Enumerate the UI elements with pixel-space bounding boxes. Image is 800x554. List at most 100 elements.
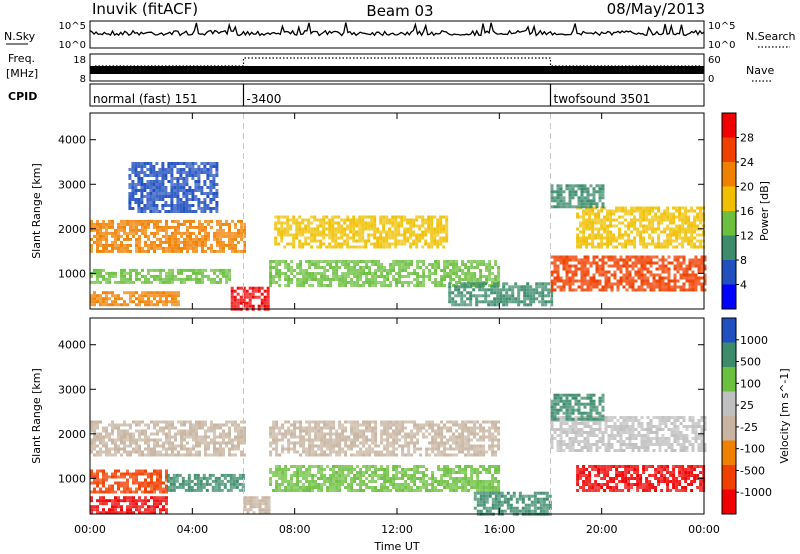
data-cell: [663, 215, 667, 219]
data-cell: [374, 263, 378, 266]
data-cell: [201, 228, 204, 232]
data-cell: [329, 429, 333, 433]
data-cell: [469, 297, 473, 301]
data-cell: [96, 234, 99, 238]
data-cell: [149, 198, 153, 201]
data-cell: [353, 441, 357, 445]
data-cell: [541, 291, 545, 295]
data-cell: [580, 184, 584, 188]
data-cell: [126, 291, 129, 295]
data-cell: [392, 453, 396, 457]
data-cell: [678, 224, 682, 228]
data-cell: [488, 263, 492, 266]
data-cell: [478, 300, 482, 304]
data-cell: [340, 230, 344, 234]
data-cell: [165, 297, 168, 301]
data-cell: [326, 269, 330, 272]
data-cell: [436, 221, 440, 225]
data-cell: [664, 282, 668, 286]
data-cell: [443, 272, 447, 275]
data-cell: [565, 187, 569, 191]
data-cell: [523, 303, 527, 307]
data-cell: [642, 209, 646, 213]
data-cell: [174, 277, 177, 281]
data-cell: [275, 444, 279, 448]
data-cell: [601, 273, 605, 277]
data-cell: [158, 198, 162, 201]
data-cell: [111, 472, 114, 476]
data-cell: [464, 438, 468, 442]
data-cell: [198, 441, 201, 445]
data-cell: [114, 496, 117, 500]
data-cell: [126, 450, 129, 454]
data-cell: [437, 429, 441, 433]
data-cell: [90, 426, 93, 430]
data-cell: [383, 284, 387, 287]
data-cell: [108, 280, 111, 284]
data-cell: [165, 484, 168, 488]
data-cell: [452, 438, 456, 442]
data-cell: [356, 444, 360, 448]
data-cell: [275, 450, 279, 454]
data-cell: [304, 218, 308, 222]
data-cell: [588, 218, 592, 222]
data-cell: [299, 438, 303, 442]
data-cell: [313, 215, 317, 219]
data-cell: [215, 189, 219, 192]
data-cell: [461, 260, 465, 263]
data-cell: [624, 212, 628, 216]
data-cell: [295, 233, 299, 237]
data-cell: [374, 450, 378, 454]
data-cell: [633, 245, 637, 249]
data-cell: [135, 249, 138, 253]
data-cell: [165, 475, 168, 479]
data-cell: [228, 447, 231, 451]
data-cell: [173, 204, 177, 207]
data-cell: [292, 236, 296, 240]
data-cell: [449, 272, 453, 275]
data-cell: [215, 195, 219, 198]
data-cell: [314, 450, 318, 454]
data-cell: [416, 281, 420, 284]
data-cell: [102, 435, 105, 439]
data-cell: [582, 230, 586, 234]
data-cell: [350, 429, 354, 433]
data-cell: [213, 277, 216, 281]
data-cell: [123, 499, 126, 503]
data-cell: [374, 444, 378, 448]
data-cell: [310, 245, 314, 249]
data-cell: [694, 273, 698, 277]
data-cell: [673, 276, 677, 280]
data-cell: [190, 479, 194, 483]
data-cell: [586, 279, 590, 283]
data-cell: [412, 224, 416, 228]
data-cell: [356, 429, 360, 433]
freq-left-tick-top: 18: [73, 55, 86, 66]
data-cell: [205, 476, 209, 480]
data-cell: [356, 272, 360, 275]
data-cell: [682, 282, 686, 286]
data-cell: [634, 258, 638, 262]
data-cell: [213, 231, 216, 235]
data-cell: [699, 239, 703, 243]
data-cell: [391, 215, 395, 219]
data-cell: [541, 297, 545, 301]
data-cell: [168, 240, 171, 244]
data-cell: [165, 469, 168, 473]
data-cell: [439, 242, 443, 246]
data-cell: [538, 285, 542, 289]
data-cell: [690, 224, 694, 228]
data-cell: [636, 233, 640, 237]
data-cell: [335, 429, 339, 433]
data-cell: [216, 234, 219, 238]
data-cell: [347, 435, 351, 439]
data-cell: [589, 261, 593, 265]
data-cell: [473, 420, 477, 424]
data-cell: [672, 227, 676, 231]
data-cell: [488, 438, 492, 442]
data-cell: [380, 432, 384, 436]
data-cell: [413, 447, 417, 451]
data-cell: [114, 297, 117, 301]
data-cell: [111, 249, 114, 253]
